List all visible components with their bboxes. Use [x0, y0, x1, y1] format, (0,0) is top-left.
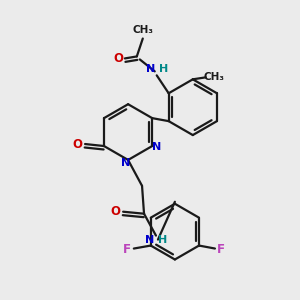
Text: H: H — [158, 235, 168, 244]
Text: O: O — [72, 137, 82, 151]
Text: N: N — [122, 158, 131, 168]
Text: H: H — [159, 64, 168, 74]
Text: CH₃: CH₃ — [132, 25, 153, 34]
Text: N: N — [146, 64, 155, 74]
Text: F: F — [217, 243, 225, 256]
Text: O: O — [110, 205, 120, 218]
Text: N: N — [152, 142, 161, 152]
Text: O: O — [113, 52, 123, 65]
Text: N: N — [146, 235, 154, 244]
Text: F: F — [123, 243, 131, 256]
Text: CH₃: CH₃ — [203, 72, 224, 82]
